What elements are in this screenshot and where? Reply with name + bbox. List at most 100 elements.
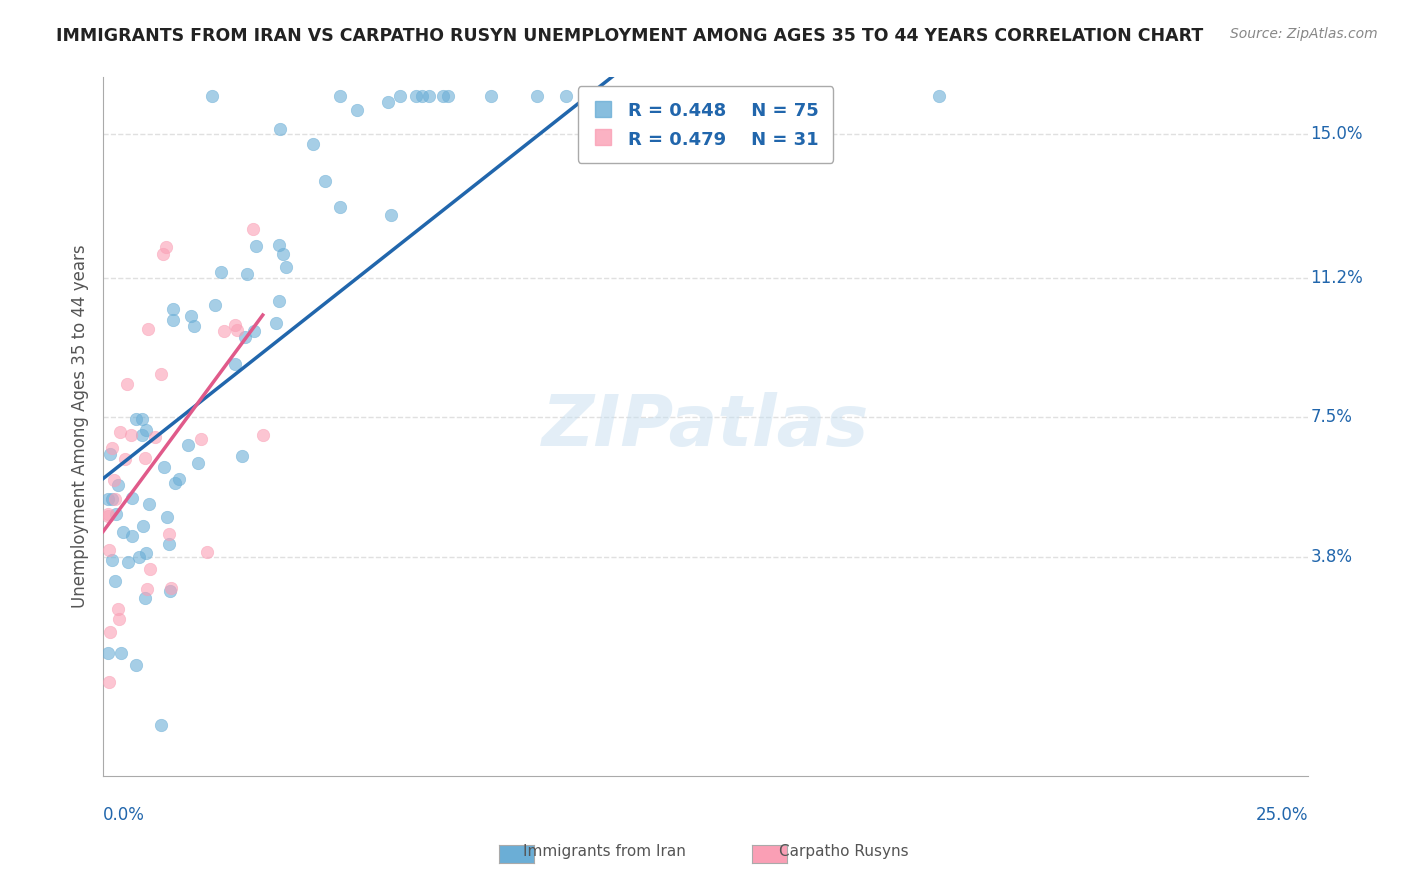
Point <box>242 222 264 236</box>
Point <box>157 527 180 541</box>
Point <box>209 265 232 279</box>
Point <box>180 310 202 324</box>
Point <box>159 537 181 551</box>
Point <box>97 491 120 506</box>
Point <box>252 427 274 442</box>
Point <box>121 491 143 505</box>
Point <box>135 424 157 438</box>
Point <box>98 447 121 461</box>
Point <box>231 449 253 463</box>
Point <box>554 89 576 103</box>
Point <box>388 89 411 103</box>
Point <box>479 89 502 103</box>
Text: Source: ZipAtlas.com: Source: ZipAtlas.com <box>1230 27 1378 41</box>
Point <box>125 658 148 673</box>
Point <box>160 582 183 596</box>
Point <box>768 89 790 103</box>
Text: 7.5%: 7.5% <box>1310 409 1353 426</box>
Point <box>121 529 143 543</box>
Text: IMMIGRANTS FROM IRAN VS CARPATHO RUSYN UNEMPLOYMENT AMONG AGES 35 TO 44 YEARS CO: IMMIGRANTS FROM IRAN VS CARPATHO RUSYN U… <box>56 27 1204 45</box>
Text: Immigrants from Iran: Immigrants from Iran <box>523 845 686 859</box>
Point <box>329 200 352 214</box>
Point <box>110 425 132 439</box>
Point <box>139 561 162 575</box>
Point <box>346 103 368 117</box>
Point <box>583 89 606 103</box>
Point <box>672 89 695 103</box>
Point <box>117 377 139 392</box>
Legend: R = 0.448    N = 75, R = 0.479    N = 31: R = 0.448 N = 75, R = 0.479 N = 31 <box>578 87 834 163</box>
Point <box>107 478 129 492</box>
Point <box>190 432 212 446</box>
Point <box>377 95 399 109</box>
Point <box>128 549 150 564</box>
Point <box>104 574 127 589</box>
Point <box>97 509 120 524</box>
Point <box>264 316 287 330</box>
Point <box>97 646 120 660</box>
Point <box>143 430 166 444</box>
Point <box>187 457 209 471</box>
Point <box>105 508 128 522</box>
Text: 0.0%: 0.0% <box>103 806 145 824</box>
Point <box>101 553 124 567</box>
Point <box>98 625 121 640</box>
Point <box>269 294 291 309</box>
Point <box>155 239 177 253</box>
Point <box>136 322 159 336</box>
Point <box>131 428 153 442</box>
Point <box>301 137 323 152</box>
Point <box>152 246 174 260</box>
Text: ZIPatlas: ZIPatlas <box>541 392 869 461</box>
Point <box>135 546 157 560</box>
Point <box>97 674 120 689</box>
Point <box>274 260 297 275</box>
Point <box>329 89 352 103</box>
Point <box>928 89 950 103</box>
Point <box>436 89 458 103</box>
Point <box>125 412 148 426</box>
Point <box>235 268 257 282</box>
Point <box>162 301 184 316</box>
Text: Carpatho Rusyns: Carpatho Rusyns <box>779 845 908 859</box>
Y-axis label: Unemployment Among Ages 35 to 44 years: Unemployment Among Ages 35 to 44 years <box>72 244 89 608</box>
Point <box>111 524 134 539</box>
Point <box>104 491 127 506</box>
Point <box>380 208 402 222</box>
Point <box>269 121 291 136</box>
Point <box>159 583 181 598</box>
Point <box>108 612 131 626</box>
Point <box>103 473 125 487</box>
Point <box>100 441 122 455</box>
Text: 11.2%: 11.2% <box>1310 268 1362 286</box>
Point <box>134 591 156 606</box>
Point <box>162 313 184 327</box>
Point <box>245 238 267 252</box>
Point <box>243 325 266 339</box>
Point <box>633 89 655 103</box>
Point <box>197 545 219 559</box>
Point <box>131 412 153 426</box>
Point <box>418 89 440 103</box>
Point <box>165 476 187 491</box>
Point <box>411 89 433 103</box>
Point <box>214 325 236 339</box>
Point <box>273 247 295 261</box>
Point <box>101 491 124 506</box>
Point <box>138 497 160 511</box>
Point <box>224 318 246 333</box>
Point <box>765 89 787 103</box>
Text: 15.0%: 15.0% <box>1310 125 1362 143</box>
Point <box>131 518 153 533</box>
Point <box>135 582 157 596</box>
Point <box>149 717 172 731</box>
Point <box>117 555 139 569</box>
Point <box>405 89 427 103</box>
Point <box>114 451 136 466</box>
Point <box>224 357 246 371</box>
Point <box>107 602 129 616</box>
Point <box>134 450 156 465</box>
Point <box>120 428 142 442</box>
Point <box>150 367 173 381</box>
Point <box>665 89 688 103</box>
